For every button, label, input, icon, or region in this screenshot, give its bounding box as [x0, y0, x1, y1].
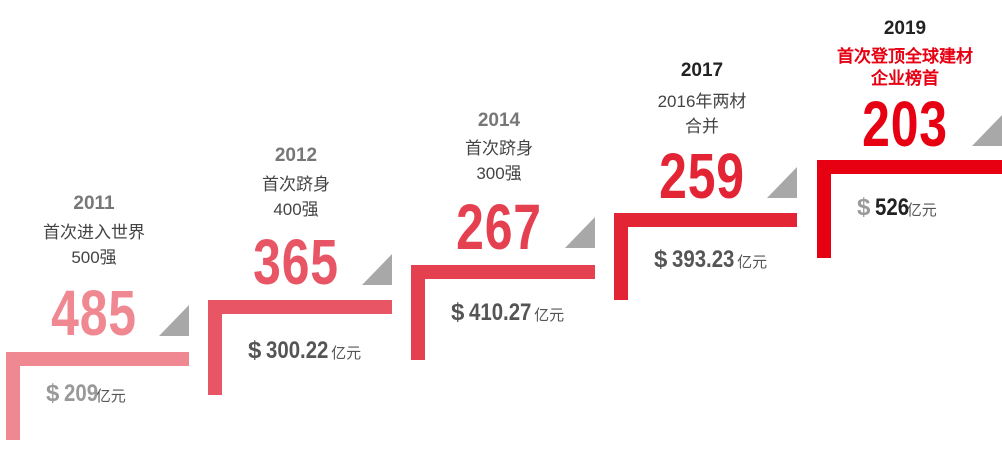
currency-symbol: $	[451, 299, 465, 326]
description-line: 400强	[273, 200, 319, 219]
step-horizontal-bar	[411, 265, 595, 279]
description-line: 企业榜首	[871, 69, 939, 88]
milestone-description: 首次跻身 300强	[399, 136, 599, 186]
rank-number: 485	[51, 277, 137, 349]
revenue: $ 526 亿元	[857, 194, 937, 222]
revenue-amount: 393.23	[671, 246, 734, 273]
revenue-unit: 亿元	[95, 388, 126, 405]
revenue-unit: 亿元	[737, 254, 768, 271]
revenue-amount: 526	[874, 194, 909, 221]
step-vertical-bar	[817, 160, 831, 258]
revenue-amount: 209	[63, 380, 98, 407]
currency-symbol: $	[654, 246, 668, 273]
rank-number: 259	[659, 140, 745, 212]
currency-symbol: $	[857, 194, 871, 221]
description-line: 300强	[476, 164, 522, 183]
currency-symbol: $	[46, 380, 60, 407]
currency-symbol: $	[248, 337, 262, 364]
revenue-amount: 300.22	[265, 337, 328, 364]
year-label: 2012	[274, 145, 318, 166]
year-label: 2014	[477, 110, 521, 131]
revenue-unit: 亿元	[331, 345, 362, 362]
milestone-description: 首次登顶全球建材 企业榜首	[805, 46, 1002, 90]
step-vertical-bar	[411, 265, 425, 360]
step-horizontal-bar	[614, 213, 797, 227]
description-line: 首次登顶全球建材	[837, 47, 973, 66]
milestone-description: 2016年两材 合并	[602, 89, 802, 139]
step-horizontal-bar	[817, 160, 1002, 174]
step-vertical-bar	[208, 300, 222, 395]
description-line: 首次进入世界	[43, 223, 145, 242]
rank-number: 203	[862, 88, 948, 160]
up-triangle-icon	[972, 115, 1002, 146]
description-line: 2016年两材	[657, 92, 747, 111]
up-triangle-icon	[159, 305, 189, 336]
description-line: 合并	[685, 117, 719, 136]
description-line: 首次跻身	[465, 139, 533, 158]
revenue-amount: 410.27	[468, 299, 531, 326]
revenue: $ 209 亿元	[46, 380, 126, 408]
rank-number: 267	[456, 191, 542, 263]
revenue: $ 300.22 亿元	[248, 337, 361, 365]
step-horizontal-bar	[208, 300, 392, 314]
step-horizontal-bar	[6, 352, 189, 366]
revenue-unit: 亿元	[906, 202, 937, 219]
description-line: 500强	[71, 248, 117, 267]
milestone-description: 首次跻身 400强	[196, 172, 396, 222]
up-triangle-icon	[767, 167, 797, 198]
rank-number: 365	[253, 226, 339, 298]
up-triangle-icon	[565, 217, 595, 248]
revenue: $ 393.23 亿元	[654, 246, 767, 274]
description-line: 首次跻身	[262, 175, 330, 194]
milestone-description: 首次进入世界 500强	[0, 220, 194, 270]
revenue-unit: 亿元	[534, 307, 565, 324]
year-label: 2011	[73, 193, 115, 214]
revenue: $ 410.27 亿元	[451, 299, 564, 327]
up-triangle-icon	[362, 254, 392, 285]
step-vertical-bar	[6, 352, 20, 440]
year-label: 2019	[883, 18, 927, 39]
year-label: 2017	[680, 60, 724, 81]
step-vertical-bar	[614, 213, 628, 300]
